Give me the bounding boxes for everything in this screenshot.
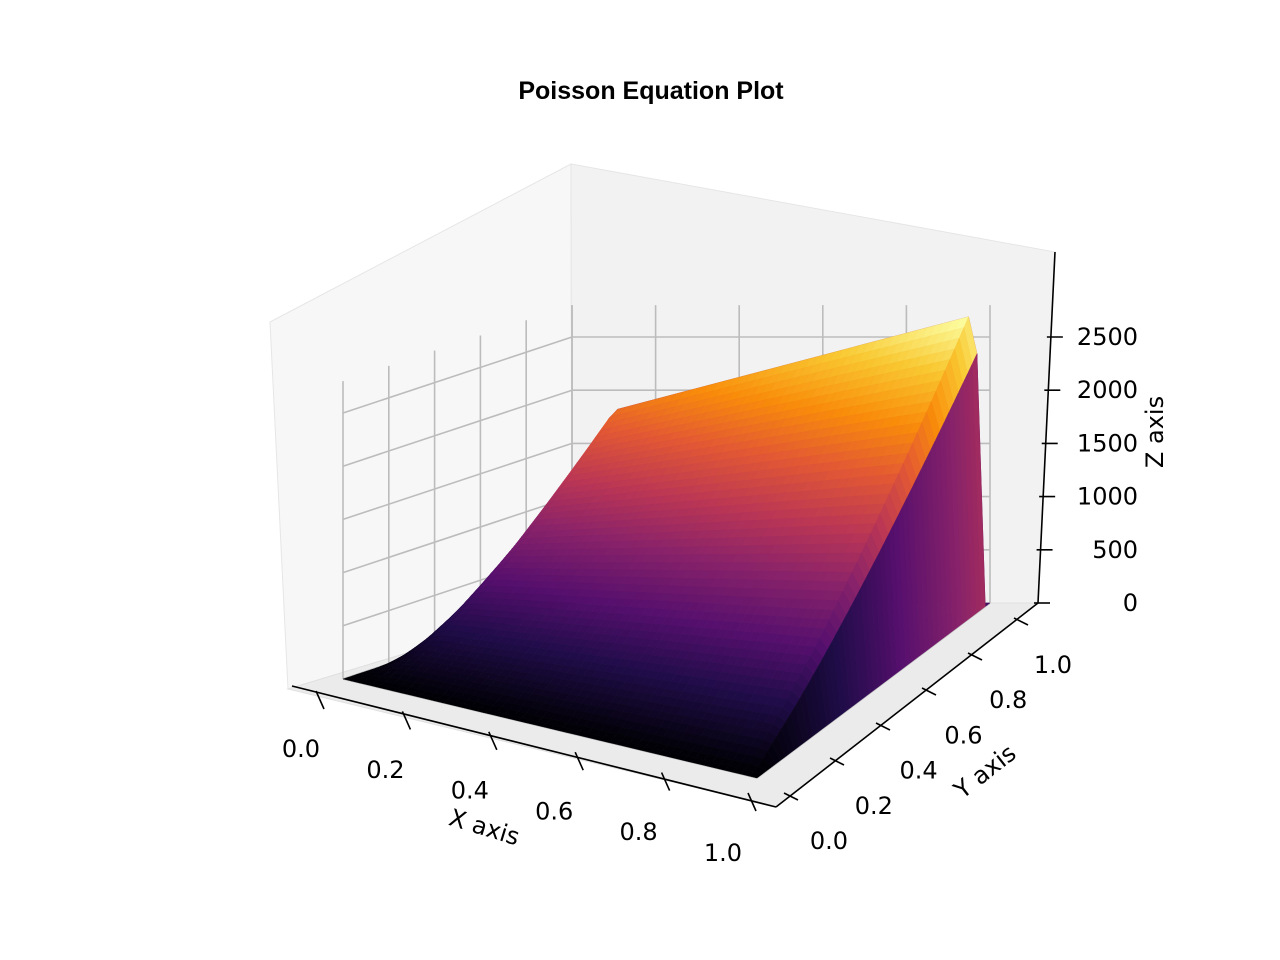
x-tick-label: 1.0 bbox=[704, 839, 742, 867]
x-tick-mark bbox=[315, 690, 325, 710]
y-tick-label: 1.0 bbox=[1034, 651, 1072, 679]
chart-title: Poisson Equation Plot bbox=[518, 77, 784, 105]
y-tick-mark bbox=[921, 687, 937, 696]
x-tick-mark bbox=[574, 751, 584, 771]
y-tick-mark bbox=[783, 792, 799, 801]
y-tick-label: 0.6 bbox=[944, 721, 982, 749]
x-tick-label: 0.4 bbox=[451, 777, 489, 805]
y-tick-label: 0.8 bbox=[989, 686, 1027, 714]
x-tick-label: 0.0 bbox=[282, 735, 320, 763]
x-tick-label: 0.6 bbox=[535, 797, 573, 825]
axis-lines bbox=[291, 251, 1063, 812]
z-tick-label: 500 bbox=[1092, 536, 1138, 564]
z-tick-label: 1000 bbox=[1077, 483, 1138, 511]
x-tick-label: 0.2 bbox=[366, 756, 404, 784]
x-axis-label: X axis bbox=[446, 803, 523, 851]
side-grid-z bbox=[342, 336, 573, 414]
y-tick-label: 0.0 bbox=[810, 827, 848, 855]
x-tick-label: 0.8 bbox=[620, 818, 658, 846]
z-tick-label: 2000 bbox=[1077, 376, 1138, 404]
y-axis-line bbox=[775, 602, 1039, 808]
y-tick-mark bbox=[875, 722, 891, 731]
z-axis-label: Z axis bbox=[1141, 396, 1169, 468]
z-tick-label: 1500 bbox=[1077, 429, 1138, 457]
x-tick-mark bbox=[747, 792, 757, 812]
side-grid-z bbox=[342, 495, 573, 574]
surface-facet bbox=[748, 771, 763, 779]
tick-labels: 0.00.20.40.60.81.0 0.00.20.40.60.81.00500… bbox=[282, 323, 1138, 867]
y-tick-mark bbox=[1013, 617, 1029, 626]
surface-mesh bbox=[342, 316, 991, 779]
y-tick-label: 0.2 bbox=[855, 792, 893, 820]
side-grid-z bbox=[342, 389, 573, 467]
side-grid-z bbox=[342, 442, 573, 521]
y-tick-mark bbox=[967, 652, 983, 661]
x-tick-mark bbox=[660, 772, 671, 791]
z-axis-line bbox=[1037, 251, 1056, 604]
y-tick-mark bbox=[829, 757, 845, 766]
y-tick-label: 0.4 bbox=[900, 757, 938, 785]
x-axis-line bbox=[291, 685, 777, 808]
x-tick-mark bbox=[401, 711, 412, 730]
z-tick-label: 2500 bbox=[1077, 323, 1138, 351]
z-tick-label: 0 bbox=[1123, 589, 1138, 617]
x-tick-mark bbox=[488, 731, 498, 751]
